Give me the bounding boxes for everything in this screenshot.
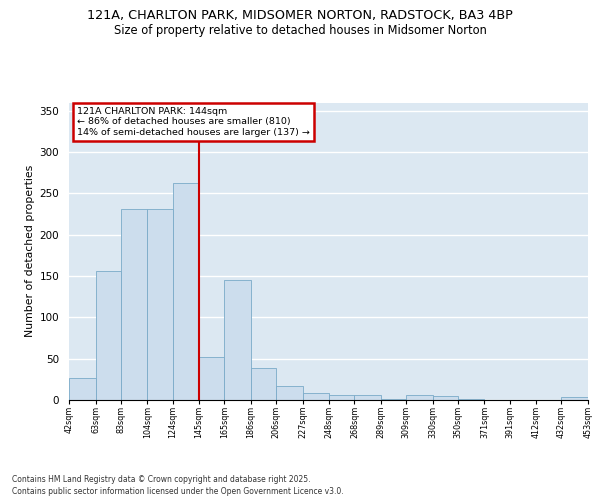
Text: 121A CHARLTON PARK: 144sqm
← 86% of detached houses are smaller (810)
14% of sem: 121A CHARLTON PARK: 144sqm ← 86% of deta…: [77, 107, 310, 137]
Bar: [147, 209, 173, 400]
Bar: [381, 399, 406, 400]
Bar: [355, 395, 381, 400]
Bar: [95, 271, 121, 400]
Y-axis label: Number of detached properties: Number of detached properties: [25, 165, 35, 338]
Bar: [562, 396, 588, 400]
Bar: [302, 392, 329, 400]
Text: Contains HM Land Registry data © Crown copyright and database right 2025.
Contai: Contains HM Land Registry data © Crown c…: [12, 474, 344, 496]
Text: Size of property relative to detached houses in Midsomer Norton: Size of property relative to detached ho…: [113, 24, 487, 37]
Bar: [251, 368, 276, 400]
Bar: [199, 357, 224, 400]
Bar: [329, 395, 355, 400]
Bar: [433, 396, 458, 400]
Bar: [224, 280, 251, 400]
Bar: [276, 386, 302, 400]
Bar: [458, 399, 484, 400]
Bar: [173, 184, 199, 400]
Bar: [121, 209, 147, 400]
Text: 121A, CHARLTON PARK, MIDSOMER NORTON, RADSTOCK, BA3 4BP: 121A, CHARLTON PARK, MIDSOMER NORTON, RA…: [87, 9, 513, 22]
Bar: [69, 378, 95, 400]
Bar: [406, 395, 433, 400]
